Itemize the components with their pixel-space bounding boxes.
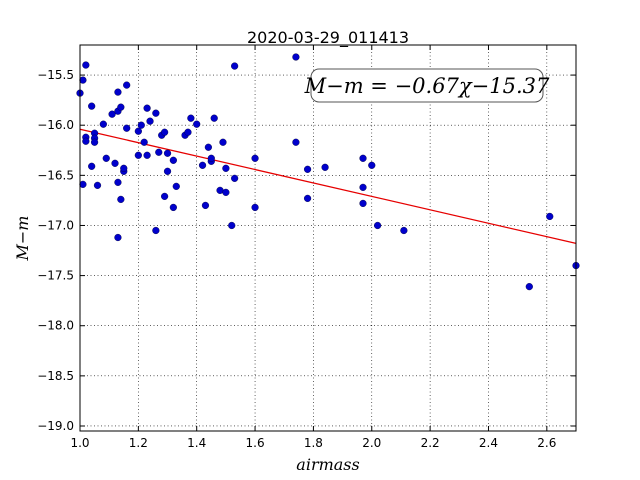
data-point	[114, 233, 122, 242]
data-point	[219, 138, 227, 146]
data-point	[120, 164, 128, 172]
data-point	[134, 127, 142, 135]
y-tick-label: −19.0	[37, 419, 74, 433]
data-point	[169, 203, 177, 212]
data-point	[137, 121, 145, 129]
data-point	[123, 124, 131, 132]
data-point	[111, 159, 119, 167]
data-point	[117, 195, 125, 204]
data-point	[102, 154, 110, 162]
data-point	[108, 110, 116, 118]
x-tick-label: 2.4	[479, 436, 498, 450]
data-point	[152, 109, 160, 117]
data-point	[374, 221, 382, 230]
x-tick-label: 1.8	[304, 436, 323, 450]
fit-line	[79, 128, 577, 245]
data-point	[228, 221, 236, 230]
data-point	[161, 192, 169, 200]
data-point	[88, 102, 96, 110]
data-point	[82, 61, 90, 69]
data-point	[359, 199, 367, 208]
data-point	[193, 120, 201, 128]
y-tick-label: −16.5	[37, 168, 74, 182]
data-point	[210, 114, 218, 122]
data-points	[76, 53, 580, 291]
data-point	[292, 53, 300, 61]
data-point	[201, 201, 210, 210]
data-point	[292, 138, 300, 146]
data-point	[546, 212, 554, 221]
data-point	[251, 154, 259, 162]
x-tick-label: 2.6	[537, 436, 556, 450]
x-axis-ticks: 1.0 1.2 1.4 1.6 1.8 2.0 2.2 2.4 2.6	[70, 45, 556, 450]
y-tick-label: −17.0	[37, 218, 74, 232]
x-tick-label: 1.6	[246, 436, 265, 450]
data-point	[90, 138, 99, 146]
data-point	[88, 162, 96, 170]
x-tick-label: 2.2	[421, 436, 440, 450]
y-tick-label: −15.5	[37, 68, 74, 82]
data-point	[198, 161, 207, 169]
annotation-box	[310, 68, 544, 103]
data-point	[99, 120, 107, 128]
y-axis-ticks: −15.5 −16.0 −16.5 −17.0 −17.5 −18.0 −18.5 −19.0	[37, 68, 576, 433]
data-point	[231, 174, 239, 182]
annotation-text: M−m = −0.67χ−15.37	[304, 74, 550, 98]
data-point	[207, 154, 215, 162]
data-point	[169, 156, 177, 164]
data-point	[143, 151, 151, 159]
data-point	[359, 154, 367, 162]
data-point	[187, 114, 195, 122]
data-point	[161, 128, 169, 136]
data-point	[117, 103, 125, 111]
data-point	[321, 163, 329, 171]
x-axis-label: airmass	[296, 455, 359, 474]
data-point	[134, 151, 142, 159]
data-point	[525, 283, 533, 291]
x-tick-label: 1.0	[70, 436, 89, 450]
data-point	[222, 164, 230, 172]
y-tick-label: −18.0	[37, 319, 74, 333]
data-point	[303, 194, 312, 202]
chart-title: 2020-03-29_011413	[247, 28, 409, 48]
data-point	[155, 148, 163, 156]
data-point	[163, 167, 172, 175]
plot-frame	[79, 44, 577, 432]
data-point	[82, 137, 90, 145]
x-tick-label: 1.2	[129, 436, 148, 450]
x-tick-label: 1.4	[187, 436, 206, 450]
data-point	[251, 203, 259, 212]
data-point	[79, 180, 87, 188]
data-point	[143, 104, 151, 112]
fit-line-group	[79, 128, 577, 245]
data-point	[146, 117, 154, 125]
data-point	[163, 149, 172, 157]
data-point	[152, 226, 160, 235]
data-point	[184, 128, 192, 136]
data-point	[114, 178, 122, 186]
data-point	[303, 165, 312, 173]
data-point	[204, 143, 212, 151]
data-point	[123, 81, 131, 89]
data-point	[400, 226, 408, 235]
y-axis-label: M−m	[13, 216, 32, 262]
data-point	[222, 188, 230, 196]
data-point	[368, 161, 376, 169]
y-tick-label: −17.5	[37, 269, 74, 283]
x-tick-label: 2.0	[362, 436, 381, 450]
data-point	[359, 183, 367, 191]
y-tick-label: −16.0	[37, 118, 74, 132]
y-tick-label: −18.5	[37, 369, 74, 383]
data-point	[231, 62, 239, 70]
data-point	[172, 182, 180, 190]
data-point	[93, 181, 102, 189]
data-point	[114, 88, 122, 96]
data-point	[140, 138, 148, 146]
data-point	[79, 76, 87, 84]
fit-annotation: M−m = −0.67χ−15.37	[304, 68, 550, 103]
